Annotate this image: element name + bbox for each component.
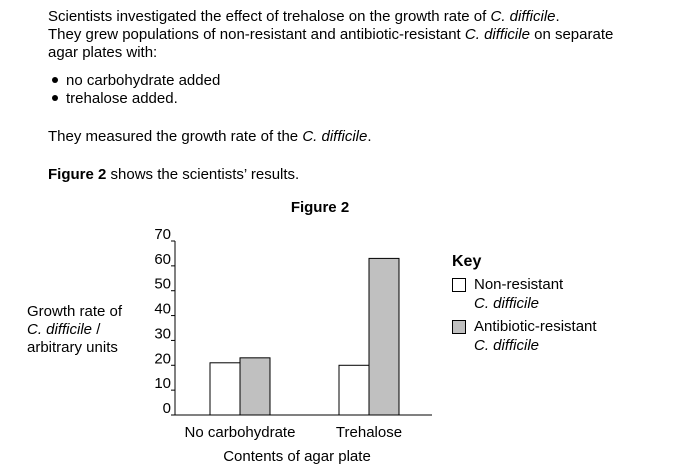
figure-title: Figure 2: [290, 199, 350, 216]
figure-reference: Figure 2: [48, 166, 107, 183]
bullet-dot: [52, 95, 58, 102]
bullet-item: no carbohydrate added: [52, 72, 220, 90]
species-name: C. difficile: [490, 8, 556, 25]
bar: [209, 362, 241, 416]
legend-species: C. difficile: [474, 295, 540, 312]
measure-text: They measured the growth rate of the: [48, 128, 303, 145]
intro-text: Scientists investigated the effect of tr…: [48, 8, 491, 25]
y-tick-label: 40: [154, 301, 171, 318]
intro-line-2: They grew populations of non-resistant a…: [48, 26, 613, 44]
intro-line-3: agar plates with:: [48, 44, 158, 61]
y-tick-label: 20: [154, 350, 171, 367]
legend-swatch: [452, 278, 466, 292]
intro-text: They grew populations of non-resistant a…: [48, 26, 465, 43]
y-tick-label: 50: [154, 276, 171, 293]
y-axis-label-line: arbitrary units: [27, 339, 118, 356]
bar: [368, 257, 400, 416]
species-name: C. difficile: [302, 128, 368, 145]
x-tick-label: Trehalose: [336, 424, 402, 441]
y-tick-label: 10: [154, 375, 171, 392]
y-axis-label: Growth rate of C. difficile / arbitrary …: [27, 303, 122, 357]
figure-reference-text: shows the scientists’ results.: [106, 166, 300, 183]
y-axis-label-slash: /: [92, 321, 101, 338]
intro-text: on separate: [529, 26, 614, 43]
bar: [239, 357, 271, 416]
species-name: C. difficile: [27, 321, 93, 338]
bullet-text: no carbohydrate added: [66, 72, 221, 89]
legend-item-non-resistant: Non-resistant C. difficile: [452, 275, 597, 313]
bullet-item: trehalose added.: [52, 90, 178, 108]
intro-line-1: Scientists investigated the effect of tr…: [48, 8, 560, 26]
y-tick-label: 60: [154, 251, 171, 268]
figure-reference-line: Figure 2 shows the scientists’ results.: [48, 166, 299, 184]
legend-label: Antibiotic-resistant: [474, 318, 597, 335]
y-tick-label: 0: [163, 400, 171, 417]
bar: [338, 364, 370, 416]
legend-species: C. difficile: [474, 337, 540, 354]
y-tick-label: 70: [154, 226, 171, 243]
legend-label: Non-resistant: [474, 276, 564, 293]
x-tick-label: No carbohydrate: [185, 424, 296, 441]
bullet-dot: [52, 77, 58, 84]
intro-text: .: [555, 8, 560, 25]
x-axis-label: Contents of agar plate: [223, 448, 371, 465]
legend: Key Non-resistant C. difficile Antibioti…: [452, 252, 597, 355]
legend-item-antibiotic-resistant: Antibiotic-resistant C. difficile: [452, 317, 597, 355]
y-axis-label-line: Growth rate of: [27, 303, 123, 320]
measure-line: They measured the growth rate of the C. …: [48, 128, 372, 146]
y-tick-label: 30: [154, 325, 171, 342]
legend-title: Key: [452, 253, 482, 270]
measure-text: .: [367, 128, 372, 145]
y-axis-label-line: C. difficile /: [27, 321, 122, 339]
bullet-text: trehalose added.: [66, 90, 178, 107]
species-name: C. difficile: [464, 26, 530, 43]
legend-swatch: [452, 320, 466, 334]
